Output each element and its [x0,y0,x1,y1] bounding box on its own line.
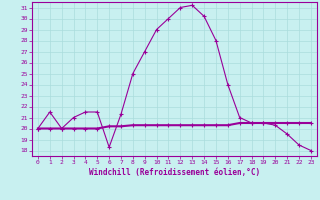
X-axis label: Windchill (Refroidissement éolien,°C): Windchill (Refroidissement éolien,°C) [89,168,260,177]
